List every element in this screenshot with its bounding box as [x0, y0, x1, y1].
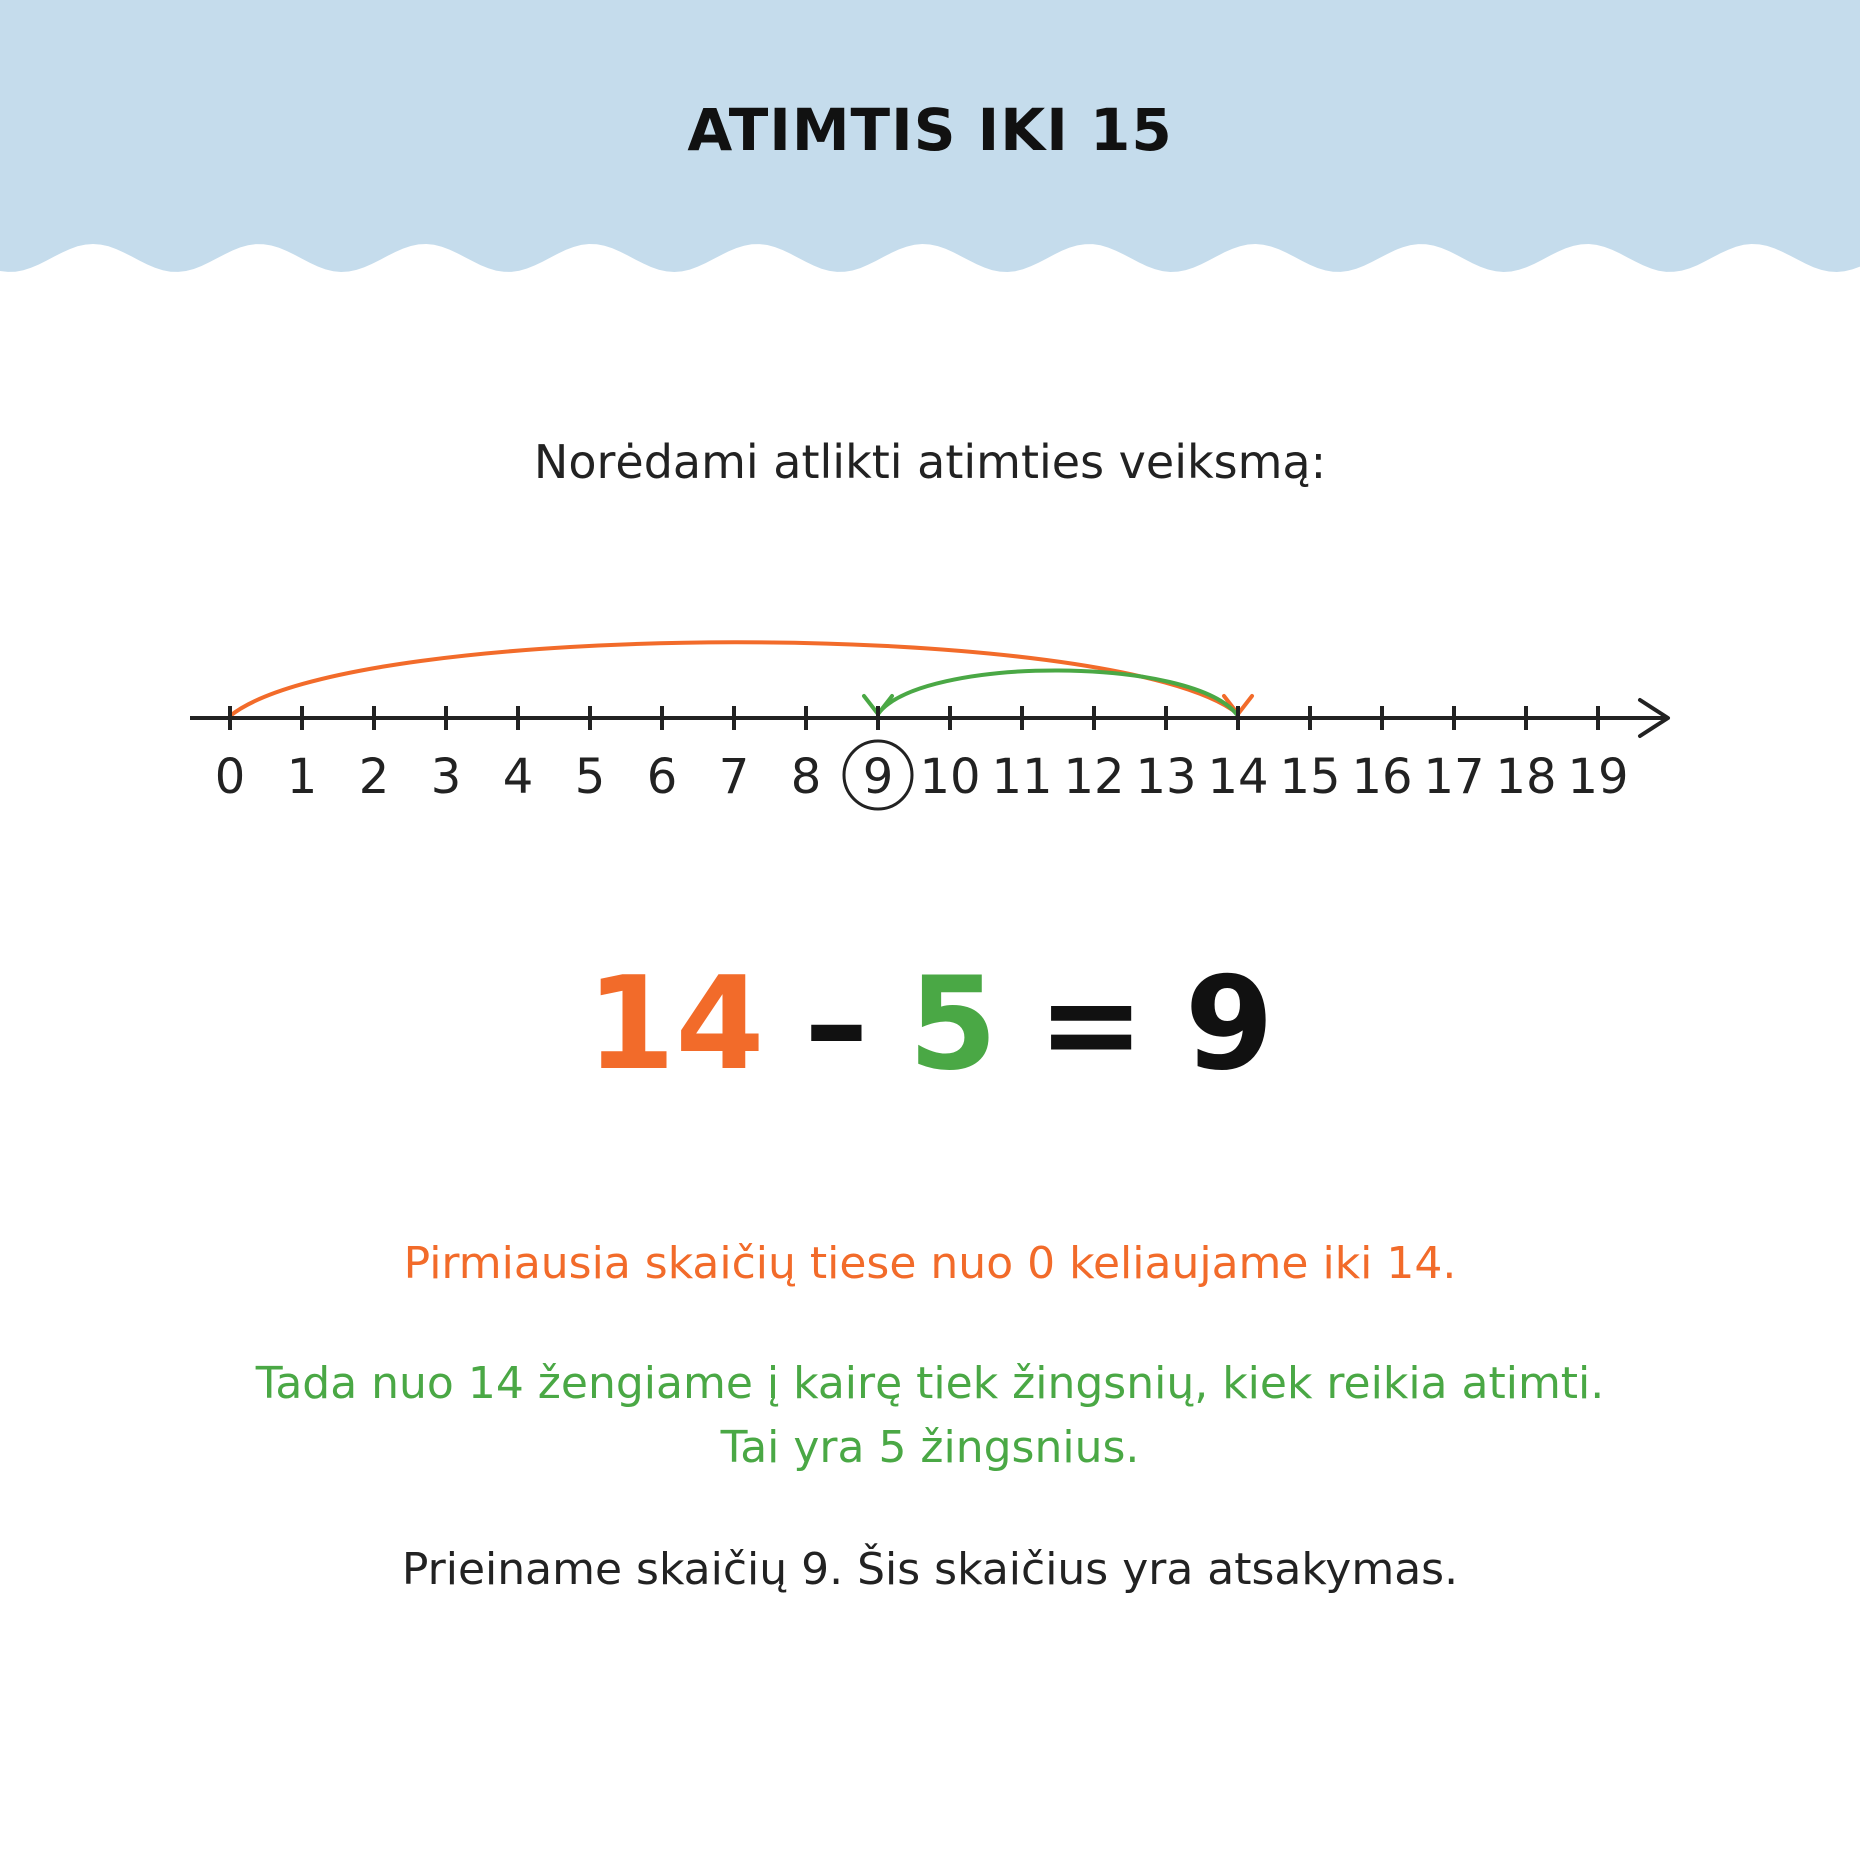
equation-result: 9: [1184, 950, 1274, 1099]
tick-label-18: 18: [1495, 749, 1556, 805]
equation-subtrahend: 5: [908, 950, 998, 1099]
explanation-step-2-line-1: Tada nuo 14 žengiame į kairę tiek žingsn…: [255, 1358, 1605, 1409]
equation: 14–5 = 9: [0, 950, 1860, 1099]
tick-label-11: 11: [991, 749, 1052, 805]
tick-label-9: 9: [863, 749, 894, 805]
explanation-step-2-line-2: Tai yra 5 žingsnius.: [720, 1422, 1140, 1473]
tick-label-1: 1: [287, 749, 318, 805]
hop-arc-2: [876, 668, 1240, 718]
wave-banner: [0, 0, 1860, 285]
hop-arc-1: [228, 640, 1240, 718]
tick-label-13: 13: [1135, 749, 1196, 805]
number-line: 0 1 2 3 4 5 6 7 8 9 10 11 12 13 14 15 16 17 18 19: [190, 640, 1670, 811]
tick-label-2: 2: [359, 749, 390, 805]
tick-label-8: 8: [791, 749, 822, 805]
tick-label-14: 14: [1207, 749, 1268, 805]
tick-label-19: 19: [1567, 749, 1628, 805]
page-title: ATIMTIS IKI 15: [687, 96, 1173, 164]
tick-label-3: 3: [431, 749, 462, 805]
explanation-step-1: Pirmiausia skaičių tiese nuo 0 keliaujam…: [403, 1238, 1457, 1289]
tick-labels: 0 1 2 3 4 5 6 7 8 9 10 11 12 13 14 15 16 17 18 19: [215, 739, 1629, 811]
equation-equals: =: [1037, 950, 1145, 1099]
intro-text: Norėdami atlikti atimties veiksmą:: [533, 435, 1327, 489]
tick-label-6: 6: [647, 749, 678, 805]
hop-arcs: [228, 640, 1254, 718]
tick-label-0: 0: [215, 749, 246, 805]
equation-minus: –: [804, 950, 869, 1099]
explanation-step-3: Prieiname skaičių 9. Šis skaičius yra at…: [401, 1544, 1459, 1595]
tick-label-15: 15: [1279, 749, 1340, 805]
tick-label-16: 16: [1351, 749, 1412, 805]
tick-label-17: 17: [1423, 749, 1484, 805]
tick-marks: [228, 706, 1600, 730]
answer-circle: [842, 739, 914, 811]
tick-label-12: 12: [1063, 749, 1124, 805]
tick-label-10: 10: [919, 749, 980, 805]
tick-label-7: 7: [719, 749, 750, 805]
tick-label-5: 5: [575, 749, 606, 805]
axis-arrow-icon: [1638, 698, 1670, 738]
tick-label-4: 4: [503, 749, 534, 805]
equation-minuend: 14: [586, 950, 765, 1099]
header-banner: ATIMTIS IKI 15: [0, 0, 1860, 300]
